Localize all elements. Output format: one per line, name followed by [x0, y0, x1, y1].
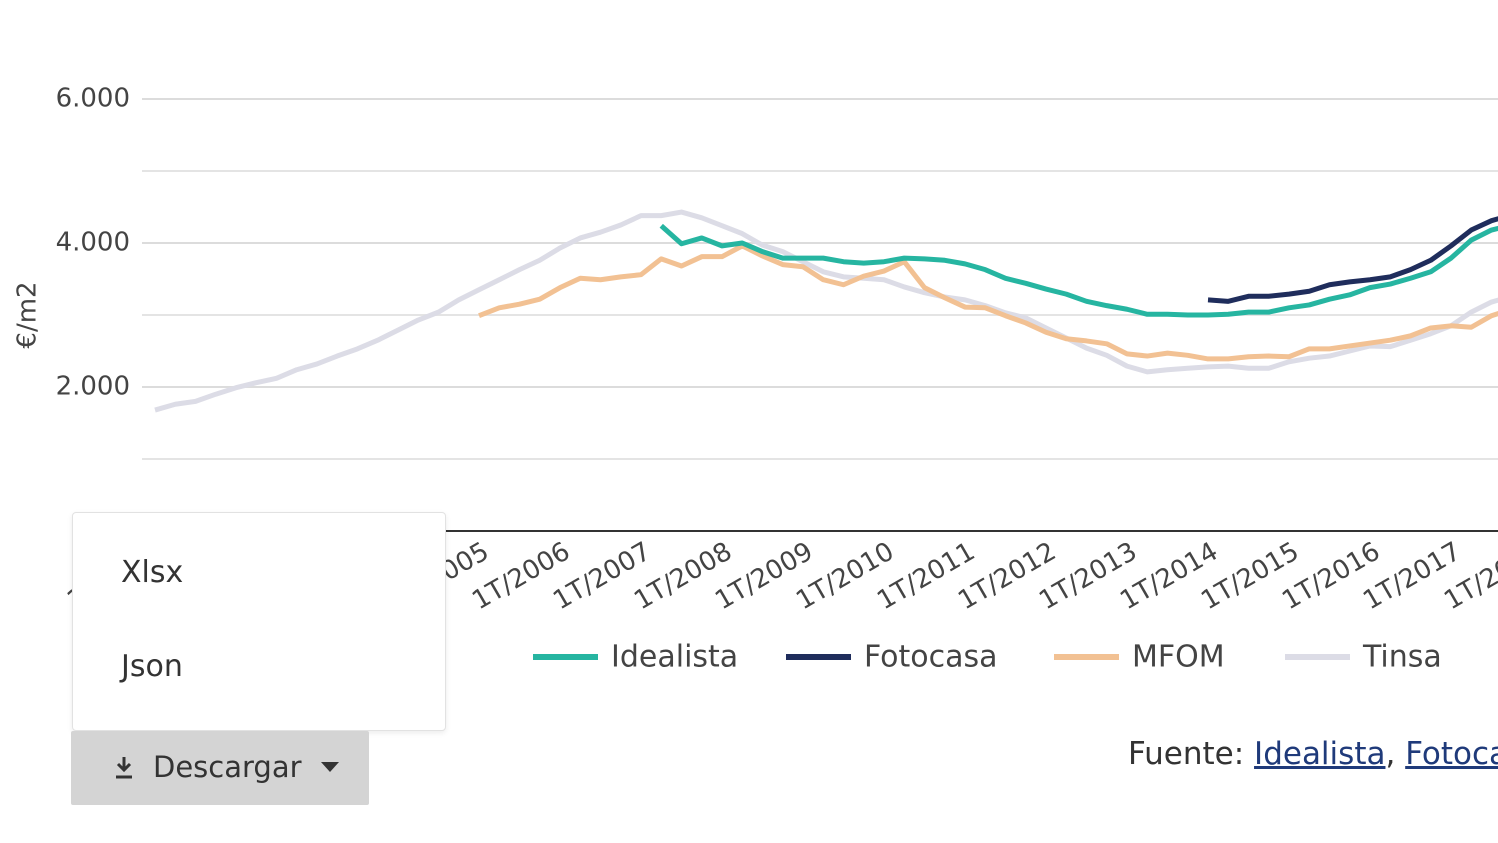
caret	[321, 762, 339, 772]
button-label: Descargar	[153, 750, 302, 784]
series-line	[659, 223, 1498, 318]
source: Fuente: Idealista, Fotocasa	[1128, 736, 1498, 772]
series-line	[154, 209, 1498, 413]
y-tick-label: 4.000	[56, 228, 130, 258]
download-button[interactable]: Descargar	[71, 731, 369, 805]
download-menu: Xlsx Json	[72, 512, 446, 731]
source-link[interactable]: Idealista	[1254, 736, 1386, 772]
y-axis-label: €/m2	[13, 281, 43, 348]
legend-label: Fotocasa	[864, 640, 998, 675]
download-icon	[116, 757, 132, 779]
y-tick-label: 2.000	[56, 372, 130, 402]
legend-label: Tinsa	[1362, 640, 1442, 675]
series-line	[478, 243, 1498, 362]
source-label: Fuente:	[1128, 736, 1245, 772]
menu-item[interactable]: Json	[121, 649, 183, 684]
series-line	[1207, 216, 1498, 304]
separator: ,	[1385, 736, 1396, 772]
source-link[interactable]: Fotocasa	[1405, 736, 1498, 772]
legend-label: MFOM	[1132, 640, 1225, 675]
y-tick-label: 6.000	[56, 84, 130, 114]
menu-item[interactable]: Xlsx	[121, 555, 184, 590]
legend-label: Idealista	[611, 640, 738, 675]
